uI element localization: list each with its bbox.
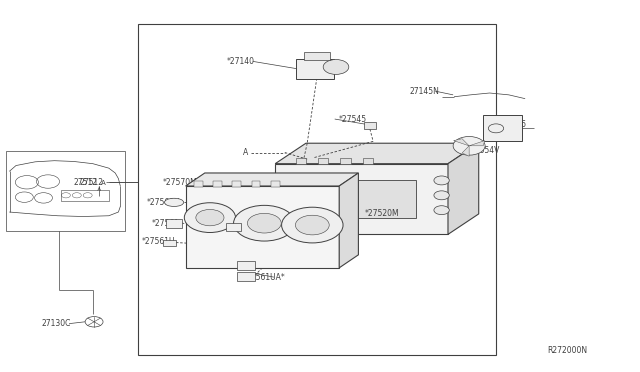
Text: R272000N: R272000N bbox=[547, 346, 588, 355]
Circle shape bbox=[234, 205, 295, 241]
Text: 27145N: 27145N bbox=[410, 87, 440, 96]
Text: *27572: *27572 bbox=[223, 219, 251, 228]
Bar bbox=[363, 158, 373, 164]
Polygon shape bbox=[448, 143, 479, 234]
Circle shape bbox=[434, 206, 449, 215]
Bar bbox=[271, 181, 280, 187]
Bar bbox=[213, 181, 222, 187]
Bar bbox=[194, 181, 203, 187]
Polygon shape bbox=[275, 164, 448, 234]
Text: *27140: *27140 bbox=[227, 57, 255, 66]
Polygon shape bbox=[186, 173, 358, 186]
FancyBboxPatch shape bbox=[296, 59, 334, 79]
Text: *27561: *27561 bbox=[152, 219, 180, 228]
Circle shape bbox=[434, 176, 449, 185]
Circle shape bbox=[248, 214, 281, 233]
Polygon shape bbox=[462, 146, 469, 156]
Text: *27520M: *27520M bbox=[365, 209, 399, 218]
Bar bbox=[364, 122, 376, 129]
Text: 27561UA*: 27561UA* bbox=[246, 273, 285, 282]
Bar bbox=[6, 151, 125, 231]
Circle shape bbox=[196, 209, 224, 226]
Bar bbox=[232, 181, 241, 187]
Bar bbox=[226, 223, 241, 231]
Text: 27512: 27512 bbox=[74, 178, 98, 187]
Text: *27545: *27545 bbox=[339, 115, 367, 124]
Text: *27560U: *27560U bbox=[147, 198, 181, 207]
Circle shape bbox=[282, 207, 343, 243]
Bar bbox=[166, 219, 182, 228]
Text: A: A bbox=[101, 180, 106, 186]
Ellipse shape bbox=[164, 198, 184, 206]
Text: *27156: *27156 bbox=[499, 120, 527, 129]
Circle shape bbox=[296, 215, 329, 235]
Bar bbox=[237, 261, 255, 270]
Bar bbox=[304, 52, 330, 60]
Text: A: A bbox=[243, 148, 248, 157]
Circle shape bbox=[434, 191, 449, 200]
Text: 27130C: 27130C bbox=[42, 319, 71, 328]
Bar bbox=[61, 190, 109, 201]
Text: 27512: 27512 bbox=[80, 178, 104, 187]
Circle shape bbox=[453, 137, 485, 155]
Bar bbox=[339, 180, 416, 218]
Bar bbox=[237, 272, 255, 281]
Bar bbox=[340, 158, 351, 164]
Text: *27561U: *27561U bbox=[142, 237, 175, 246]
Polygon shape bbox=[454, 139, 469, 146]
Polygon shape bbox=[186, 186, 339, 268]
Polygon shape bbox=[469, 141, 484, 146]
Bar bbox=[296, 158, 306, 164]
Polygon shape bbox=[339, 173, 358, 268]
Bar bbox=[252, 181, 260, 187]
Text: *27654V: *27654V bbox=[467, 146, 500, 155]
Bar bbox=[318, 158, 328, 164]
Bar bbox=[163, 240, 176, 246]
Circle shape bbox=[184, 203, 236, 232]
Text: *27570M: *27570M bbox=[163, 178, 198, 187]
Bar bbox=[483, 115, 522, 141]
Circle shape bbox=[323, 60, 349, 74]
Polygon shape bbox=[275, 143, 479, 164]
Text: 27561UB*: 27561UB* bbox=[246, 262, 285, 270]
Bar bbox=[138, 24, 496, 355]
